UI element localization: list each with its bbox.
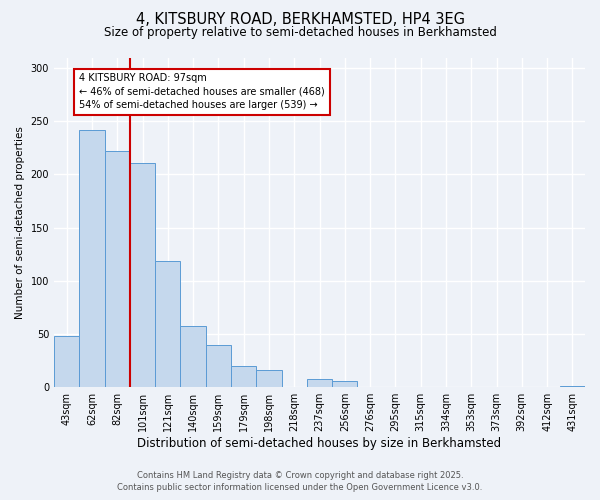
Bar	[79, 130, 104, 387]
Bar	[307, 378, 332, 387]
X-axis label: Distribution of semi-detached houses by size in Berkhamsted: Distribution of semi-detached houses by …	[137, 437, 502, 450]
Bar	[560, 386, 585, 387]
Bar	[256, 370, 281, 387]
Bar	[130, 163, 155, 387]
Text: 4, KITSBURY ROAD, BERKHAMSTED, HP4 3EG: 4, KITSBURY ROAD, BERKHAMSTED, HP4 3EG	[136, 12, 464, 28]
Bar	[332, 381, 358, 387]
Bar	[104, 151, 130, 387]
Y-axis label: Number of semi-detached properties: Number of semi-detached properties	[15, 126, 25, 319]
Text: Size of property relative to semi-detached houses in Berkhamsted: Size of property relative to semi-detach…	[104, 26, 496, 39]
Text: Contains HM Land Registry data © Crown copyright and database right 2025.
Contai: Contains HM Land Registry data © Crown c…	[118, 471, 482, 492]
Text: 4 KITSBURY ROAD: 97sqm
← 46% of semi-detached houses are smaller (468)
54% of se: 4 KITSBURY ROAD: 97sqm ← 46% of semi-det…	[79, 74, 325, 110]
Bar	[54, 336, 79, 387]
Bar	[181, 326, 206, 387]
Bar	[231, 366, 256, 387]
Bar	[155, 260, 181, 387]
Bar	[206, 344, 231, 387]
